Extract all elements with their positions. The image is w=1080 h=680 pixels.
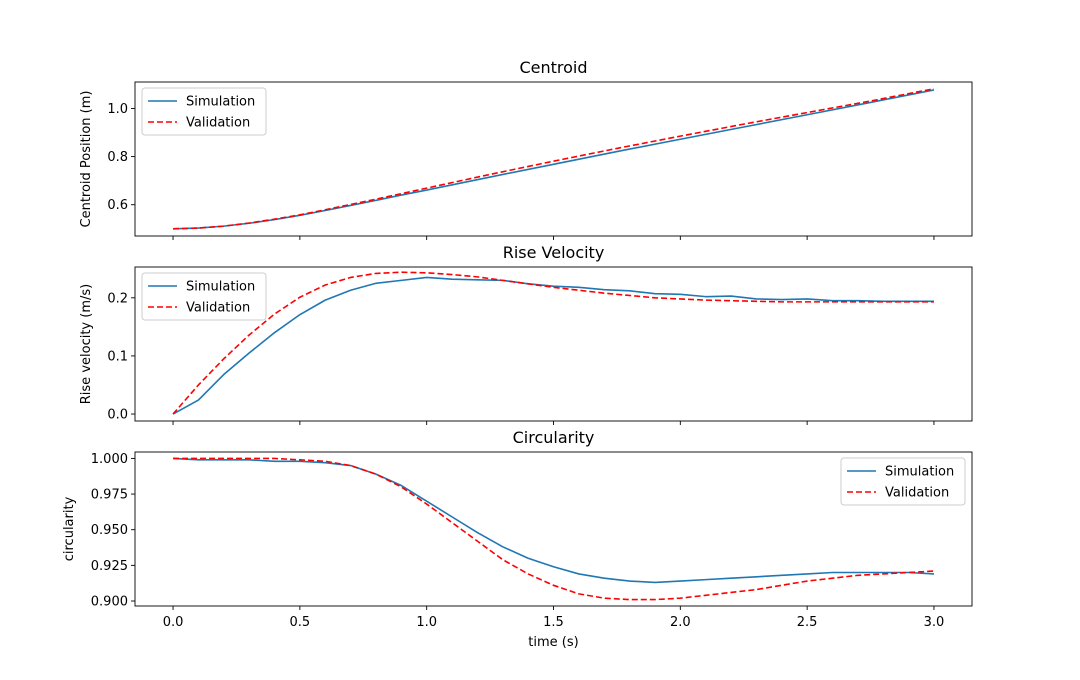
subplot-title: Rise Velocity: [503, 243, 605, 262]
x-axis-label: time (s): [528, 635, 578, 650]
y-tick-label: 0.8: [107, 150, 128, 165]
y-tick-label: 0.900: [91, 595, 128, 610]
subplot-2: Rise Velocity 0.0 0.1 0.2 Rise velocity (m/s…: [79, 243, 973, 425]
legend-box: [840, 457, 966, 506]
x-tick-label: 0.0: [163, 615, 184, 630]
y-axis-label: circularity: [62, 496, 77, 561]
series-line-validation: [172, 271, 934, 415]
legend-label: Validation: [186, 116, 250, 131]
y-axis-label: Centroid Position (m): [79, 91, 94, 228]
legend-label: Validation: [885, 486, 949, 501]
legend-label: Validation: [186, 301, 250, 316]
x-tick-label: 1.0: [416, 615, 437, 630]
subplot-title: Circularity: [513, 428, 595, 447]
y-tick-label: 0.1: [107, 349, 128, 364]
legend-label: Simulation: [186, 280, 255, 295]
series-line-validation: [173, 87, 935, 230]
subplot-1: Centroid 0.6 0.8 1.0 Centroid Position (m) Si…: [79, 58, 973, 240]
legend: Simulation Validation: [840, 457, 966, 506]
x-tick-label: 3.0: [924, 615, 945, 630]
x-tick-label: 0.5: [290, 615, 311, 630]
series-line-validation: [173, 457, 934, 601]
y-tick-label: 0.950: [91, 523, 128, 538]
y-tick-label: 0.925: [91, 559, 128, 574]
y-tick-label: 0.6: [107, 198, 128, 213]
y-tick-label: 0.2: [107, 291, 128, 306]
y-tick-label: 0.975: [91, 488, 128, 503]
legend-label: Simulation: [186, 95, 255, 110]
subplot-title: Centroid: [519, 58, 587, 77]
legend: Simulation Validation: [141, 272, 267, 321]
y-tick-label: 0.0: [107, 408, 128, 423]
x-tick-label: 1.5: [543, 615, 564, 630]
y-tick-label: 1.0: [107, 102, 128, 117]
legend-box: [141, 87, 267, 136]
legend-box: [141, 272, 267, 321]
legend: Simulation Validation: [141, 87, 267, 136]
y-axis-label: Rise velocity (m/s): [79, 284, 94, 404]
subplot-3: Circularity 0.0 0.5 1.0 1.5 2.0 2.5 3.0 0.900 0.9…: [62, 428, 973, 650]
x-tick-label: 2.5: [797, 615, 818, 630]
legend-label: Simulation: [885, 465, 954, 480]
y-tick-label: 1.000: [91, 452, 128, 467]
x-tick-label: 2.0: [670, 615, 691, 630]
series-line-simulation: [172, 276, 934, 415]
series-line-simulation: [173, 457, 934, 584]
